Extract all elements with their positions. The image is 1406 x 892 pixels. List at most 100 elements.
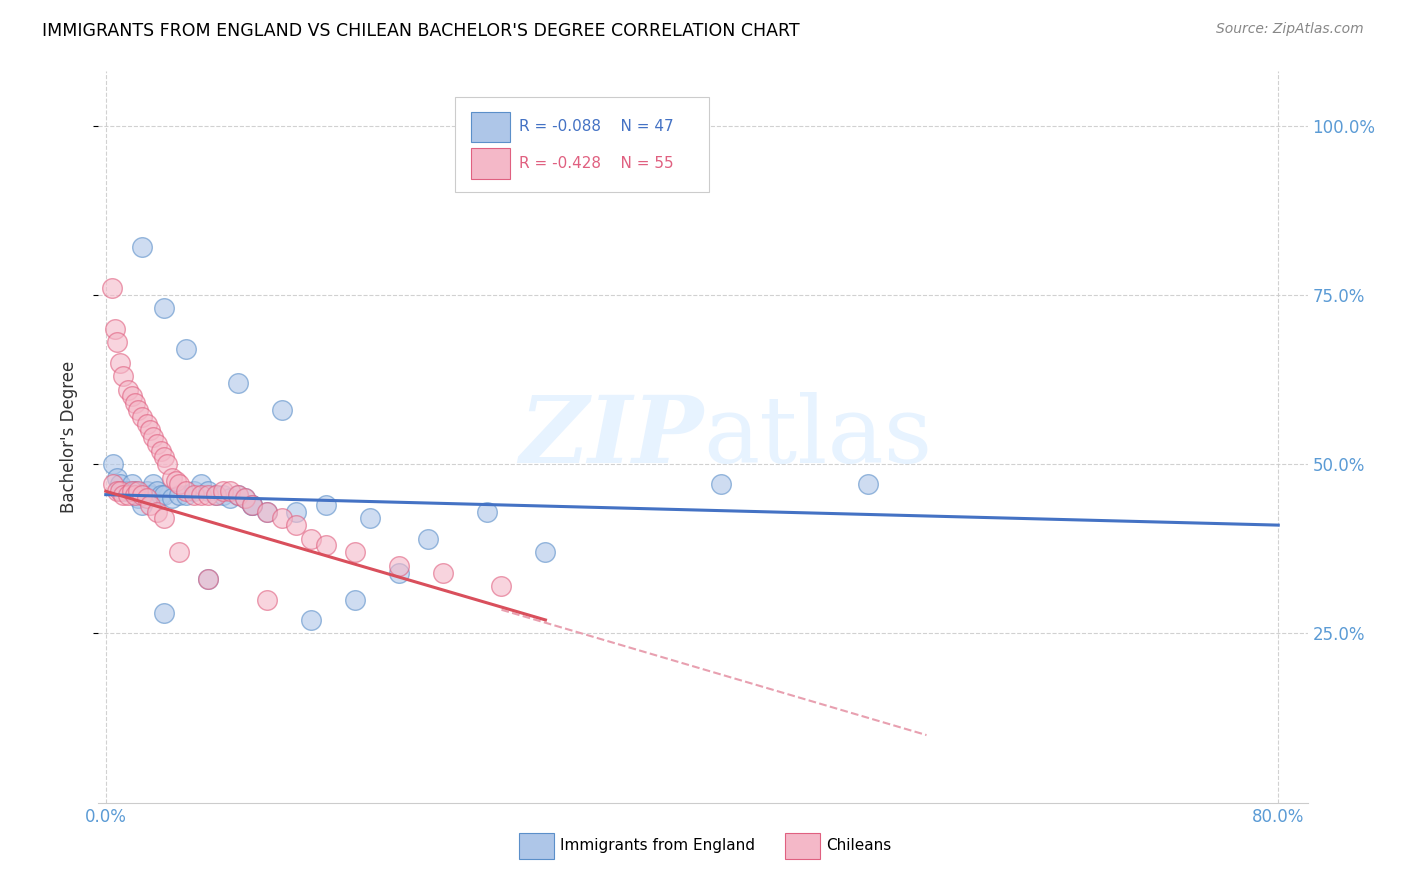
Point bbox=[183, 484, 205, 499]
Text: Immigrants from England: Immigrants from England bbox=[561, 838, 755, 854]
Point bbox=[160, 491, 183, 505]
Point bbox=[153, 301, 176, 316]
Point bbox=[212, 484, 235, 499]
Point bbox=[146, 484, 169, 499]
Point bbox=[107, 471, 129, 485]
Point bbox=[240, 498, 263, 512]
Point bbox=[124, 488, 146, 502]
Point bbox=[107, 335, 129, 350]
Point bbox=[315, 498, 337, 512]
Point bbox=[153, 606, 176, 620]
Point bbox=[212, 488, 235, 502]
Point bbox=[285, 518, 308, 533]
Point bbox=[176, 342, 198, 356]
Point bbox=[167, 545, 190, 559]
Point bbox=[112, 369, 135, 384]
Point bbox=[256, 505, 278, 519]
Point bbox=[110, 484, 132, 499]
Text: atlas: atlas bbox=[703, 392, 932, 482]
Point bbox=[299, 532, 322, 546]
Text: ZIP: ZIP bbox=[519, 392, 703, 482]
Point bbox=[138, 488, 160, 502]
Point bbox=[285, 505, 308, 519]
Point bbox=[240, 498, 263, 512]
Point bbox=[117, 484, 139, 499]
Point bbox=[131, 498, 153, 512]
Point bbox=[135, 417, 157, 431]
Point bbox=[491, 579, 513, 593]
Point bbox=[197, 572, 219, 586]
Point bbox=[165, 474, 187, 488]
Point bbox=[226, 488, 249, 502]
Point bbox=[343, 592, 366, 607]
Point bbox=[167, 488, 190, 502]
Point bbox=[167, 477, 190, 491]
Point bbox=[127, 491, 149, 505]
FancyBboxPatch shape bbox=[471, 112, 509, 143]
Point bbox=[190, 488, 212, 502]
Point bbox=[103, 322, 125, 336]
Point bbox=[176, 488, 198, 502]
Point bbox=[388, 566, 411, 580]
FancyBboxPatch shape bbox=[785, 833, 820, 859]
Point bbox=[183, 488, 205, 502]
Point bbox=[710, 477, 733, 491]
Point bbox=[153, 450, 176, 465]
Point bbox=[233, 491, 256, 505]
Point bbox=[107, 484, 129, 499]
Point bbox=[270, 511, 292, 525]
Point bbox=[142, 430, 165, 444]
Point bbox=[131, 240, 153, 254]
FancyBboxPatch shape bbox=[519, 833, 554, 859]
Point bbox=[138, 423, 160, 437]
Point bbox=[534, 545, 557, 559]
Text: Source: ZipAtlas.com: Source: ZipAtlas.com bbox=[1216, 22, 1364, 37]
Y-axis label: Bachelor's Degree: Bachelor's Degree bbox=[59, 361, 77, 513]
Point bbox=[197, 484, 219, 499]
Text: R = -0.428    N = 55: R = -0.428 N = 55 bbox=[519, 156, 673, 171]
Point bbox=[110, 477, 132, 491]
Point bbox=[240, 498, 263, 512]
Point bbox=[418, 532, 440, 546]
Point bbox=[121, 477, 143, 491]
Point bbox=[233, 491, 256, 505]
Text: R = -0.088    N = 47: R = -0.088 N = 47 bbox=[519, 120, 673, 135]
FancyBboxPatch shape bbox=[471, 148, 509, 179]
Point bbox=[432, 566, 454, 580]
Point bbox=[153, 511, 176, 525]
Point bbox=[226, 376, 249, 390]
Point bbox=[124, 396, 146, 410]
Text: IMMIGRANTS FROM ENGLAND VS CHILEAN BACHELOR'S DEGREE CORRELATION CHART: IMMIGRANTS FROM ENGLAND VS CHILEAN BACHE… bbox=[42, 22, 800, 40]
Point bbox=[219, 484, 242, 499]
Point bbox=[197, 488, 219, 502]
Point bbox=[315, 538, 337, 552]
Point bbox=[190, 477, 212, 491]
Point bbox=[131, 409, 153, 424]
Point bbox=[856, 477, 879, 491]
Point bbox=[101, 477, 124, 491]
Point bbox=[121, 484, 143, 499]
Point bbox=[160, 471, 183, 485]
Point bbox=[270, 403, 292, 417]
Point bbox=[146, 437, 169, 451]
Point bbox=[204, 488, 226, 502]
Point bbox=[112, 488, 135, 502]
Point bbox=[150, 488, 173, 502]
Text: Chileans: Chileans bbox=[827, 838, 891, 854]
Point bbox=[110, 355, 132, 369]
FancyBboxPatch shape bbox=[456, 97, 709, 192]
Point bbox=[124, 484, 146, 499]
Point bbox=[121, 389, 143, 403]
Point bbox=[197, 572, 219, 586]
Point bbox=[101, 457, 124, 471]
Point bbox=[153, 488, 176, 502]
Point bbox=[219, 491, 242, 505]
Point bbox=[100, 281, 122, 295]
Point bbox=[343, 545, 366, 559]
Point bbox=[131, 488, 153, 502]
Point bbox=[299, 613, 322, 627]
Point bbox=[127, 403, 149, 417]
Point bbox=[150, 443, 173, 458]
Point bbox=[176, 484, 198, 499]
Point bbox=[146, 505, 169, 519]
